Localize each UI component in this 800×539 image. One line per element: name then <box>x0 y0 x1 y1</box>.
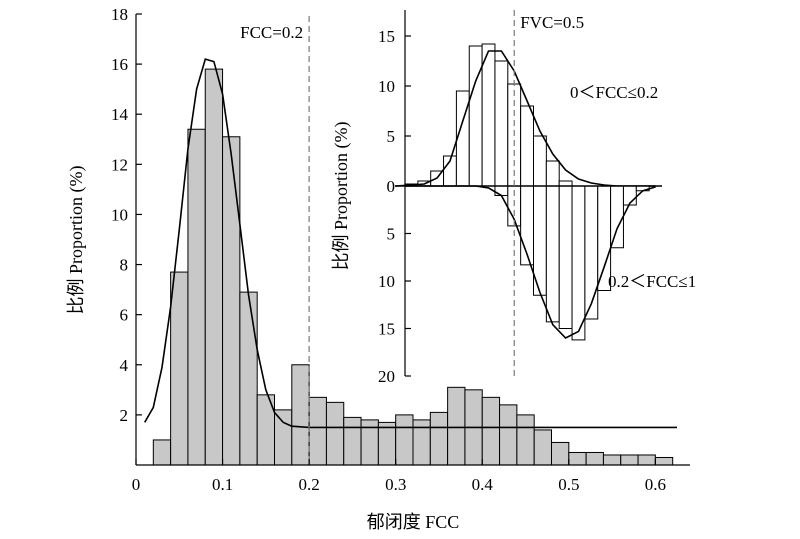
histogram-bar <box>602 454 622 466</box>
inset-y-tick-label: 5 <box>387 225 396 244</box>
histogram-bar <box>325 401 345 466</box>
inset-bar-high-fcc <box>558 185 573 329</box>
y-tick-label: 18 <box>111 5 128 24</box>
histogram-bar <box>637 454 656 466</box>
inset-bar-high-fcc <box>610 185 624 249</box>
histogram-bar <box>170 271 189 466</box>
inset-bar-high-fcc <box>571 185 586 341</box>
histogram-bar <box>343 416 362 466</box>
inset-y-tick-label: 10 <box>378 77 395 96</box>
inset-bar-high-fcc <box>545 185 560 323</box>
histogram-bar <box>516 414 535 466</box>
x-tick-label: 0.6 <box>645 475 666 494</box>
histogram-bar <box>187 128 206 466</box>
y-tick-label: 4 <box>120 356 129 375</box>
histogram-bar <box>447 386 466 466</box>
x-axis-label: 郁闭度 FCC <box>367 512 460 532</box>
y-axis-label: 比例 Proportion (%) <box>66 166 87 315</box>
inset-y-tick-label: 0 <box>387 177 396 196</box>
histogram-bar <box>533 429 552 466</box>
inset-bar-low-fcc <box>545 160 560 187</box>
inset-y-tick-label: 10 <box>378 272 395 291</box>
inset-bar-high-fcc <box>494 185 509 196</box>
inset-y-tick-label: 15 <box>378 320 395 339</box>
histogram-bar <box>152 439 172 466</box>
y-tick-label: 2 <box>120 406 129 425</box>
inset-bar-low-fcc <box>520 105 535 187</box>
histogram-bar <box>429 411 449 466</box>
inset-y-tick-label: 15 <box>378 27 395 46</box>
inset-histogram: 0 5 10 15 5 10 15 20 FVC=0.5 0＜FCC≤0.2 0.2＜FCC≤1 比例… <box>331 10 696 386</box>
series-label-high-fcc: 0.2＜FCC≤1 <box>608 272 696 291</box>
reference-label-fcc: FCC=0.2 <box>240 23 303 42</box>
inset-y-tick-label: 5 <box>387 127 396 146</box>
x-tick-label: 0.2 <box>299 475 320 494</box>
series-label-low-fcc: 0＜FCC≤0.2 <box>570 83 658 102</box>
histogram-bar <box>204 68 224 466</box>
histogram-bar <box>499 404 518 466</box>
x-tick-label: 0.1 <box>212 475 233 494</box>
histogram-bar <box>239 291 258 466</box>
histogram-bar <box>274 409 293 466</box>
histogram-bar <box>620 454 639 466</box>
y-tick-label: 12 <box>111 155 128 174</box>
inset-bar-low-fcc <box>494 60 509 187</box>
y-tick-label: 6 <box>120 306 129 325</box>
histogram-bar <box>308 396 327 466</box>
x-tick-label: 0.5 <box>558 475 579 494</box>
histogram-bar <box>291 364 310 466</box>
inset-bar-low-fcc <box>558 180 573 187</box>
inset-y-tick-label: 20 <box>378 367 395 386</box>
histogram-bar <box>481 396 501 466</box>
histogram-bar <box>568 451 587 466</box>
histogram-bar <box>222 136 241 466</box>
inset-bar-low-fcc <box>468 45 483 187</box>
histogram-bar <box>377 421 397 466</box>
histogram-bar <box>551 441 570 466</box>
reference-label-fvc: FVC=0.5 <box>520 13 584 32</box>
inset-bar-low-fcc <box>481 43 496 187</box>
main-histogram: FCC=0.2 2 4 6 8 10 12 14 16 18 0 0.1 0.2 0.3 0.4 0.5 0.6… <box>66 5 690 532</box>
x-tick-label: 0 <box>132 475 141 494</box>
inset-bar-low-fcc <box>533 135 547 187</box>
x-tick-label: 0.4 <box>472 475 494 494</box>
y-tick-label: 10 <box>111 205 128 224</box>
y-tick-label: 14 <box>111 105 129 124</box>
inset-y-axis-label: 比例 Proportion (%) <box>331 122 352 271</box>
x-tick-label: 0.3 <box>385 475 406 494</box>
histogram-bar <box>395 414 414 466</box>
inset-bar-high-fcc <box>584 185 599 320</box>
y-tick-label: 8 <box>120 256 129 275</box>
histogram-bar <box>585 451 604 466</box>
y-tick-label: 16 <box>111 55 128 74</box>
histogram-bar <box>654 456 674 466</box>
fit-curve <box>144 58 677 429</box>
